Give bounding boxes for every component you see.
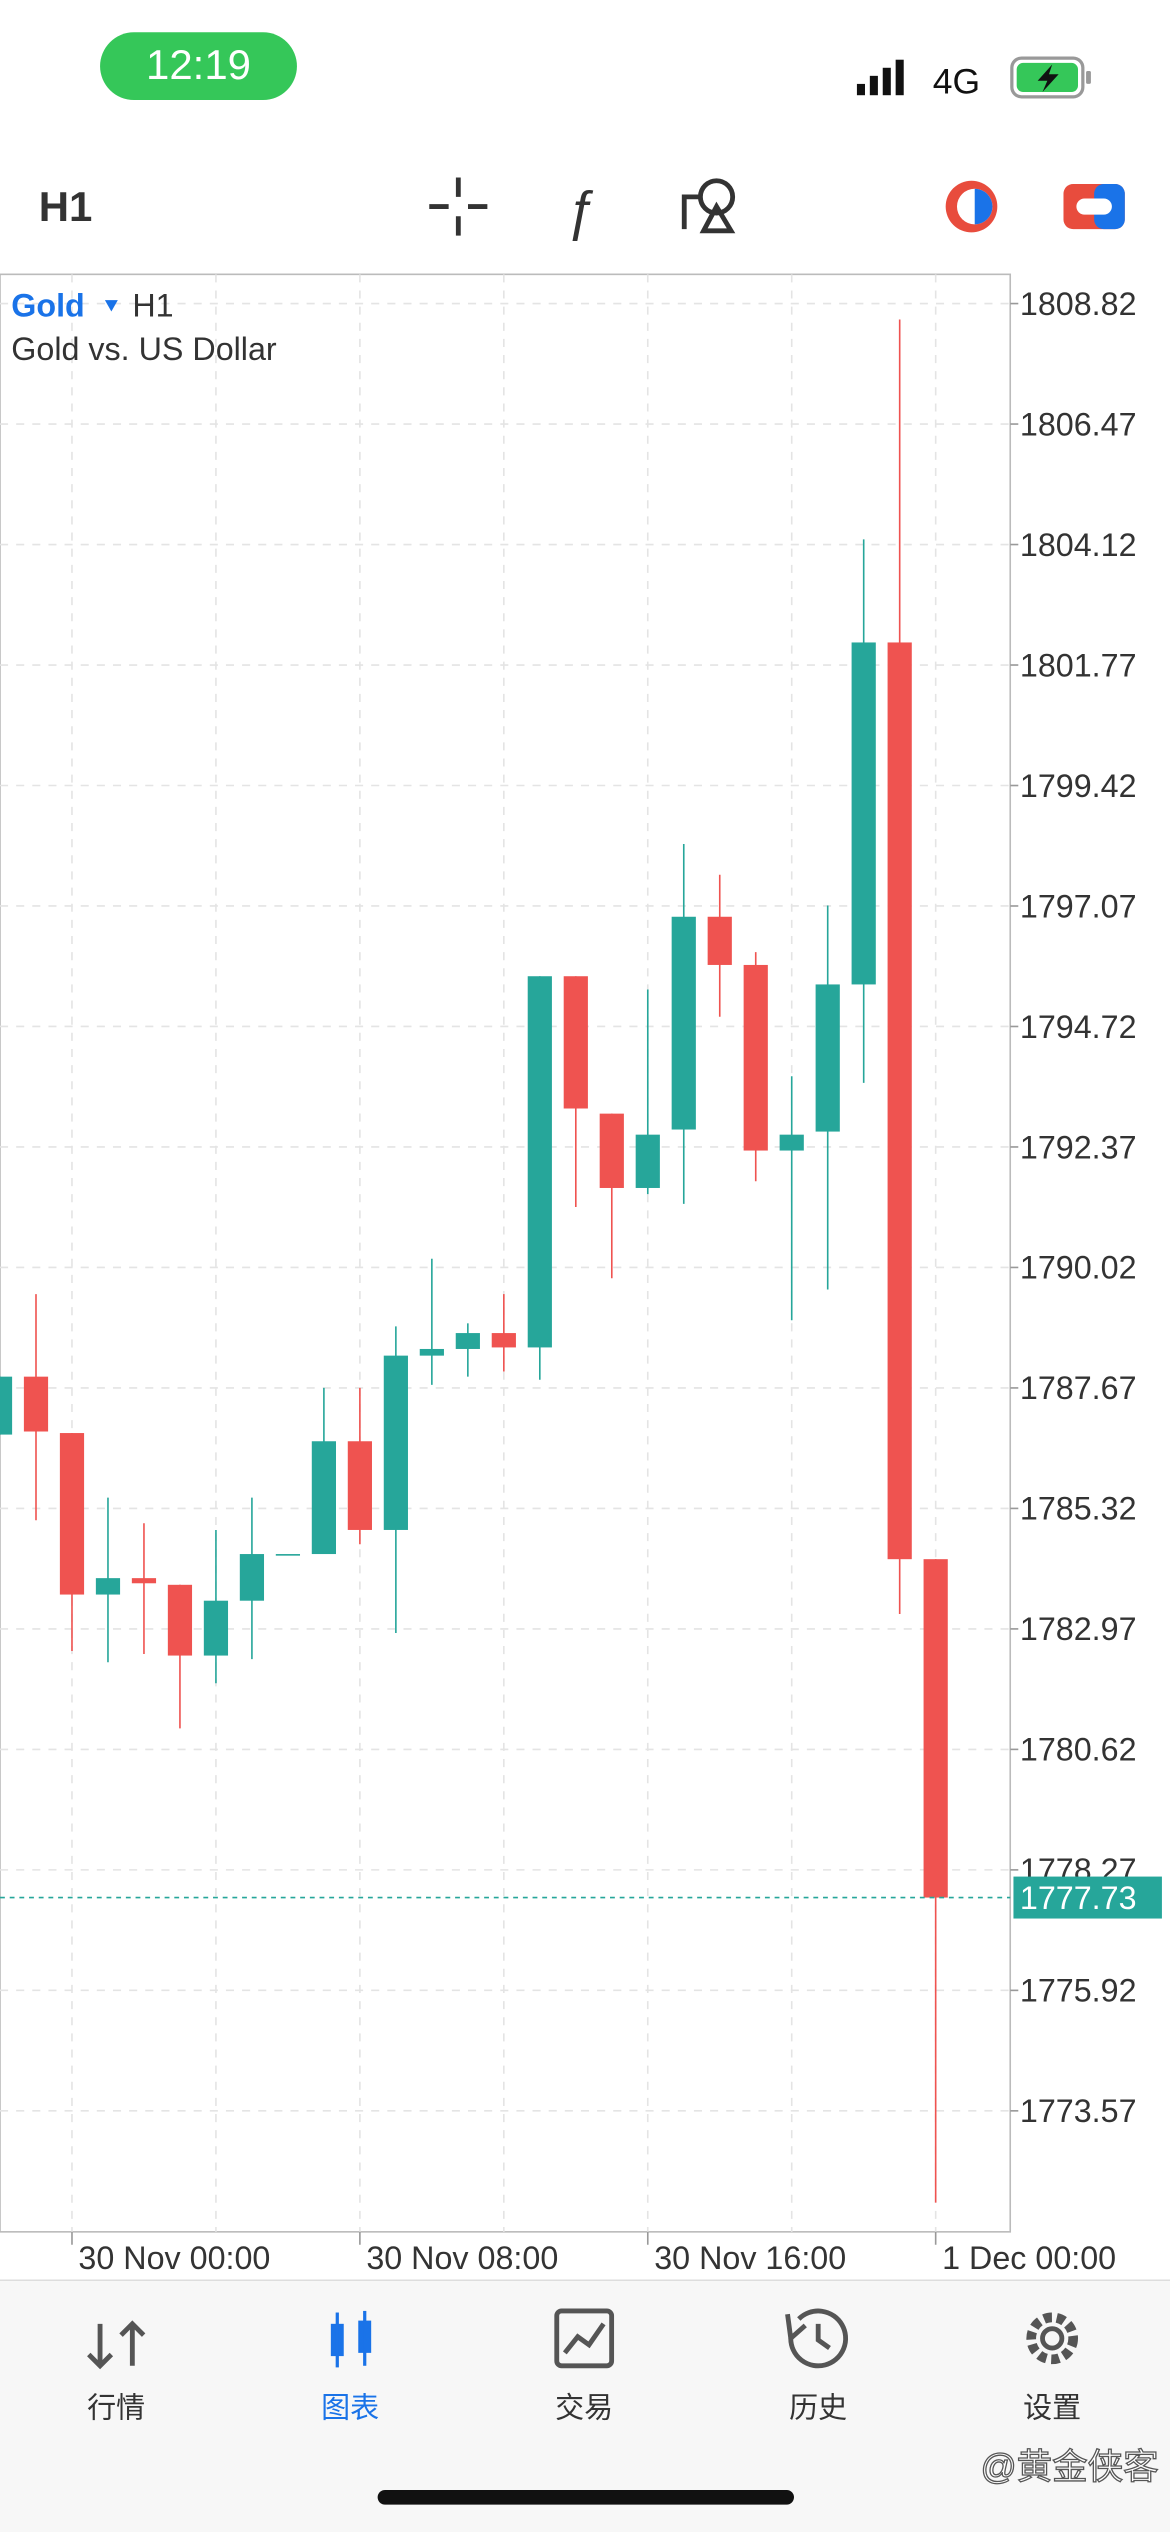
timeframe-button[interactable]: H1 [39, 183, 93, 230]
y-tick-label: 1804.12 [1020, 527, 1137, 563]
body [239, 1554, 265, 1601]
body [0, 1376, 13, 1435]
body [635, 1134, 660, 1188]
body [455, 1333, 480, 1349]
y-tick-label: 1785.32 [1020, 1491, 1137, 1527]
body [815, 984, 840, 1132]
body [203, 1600, 229, 1656]
symbol-dropdown[interactable] [104, 300, 118, 312]
switch-icon[interactable] [1063, 183, 1125, 230]
body [491, 1333, 516, 1348]
body [275, 1554, 301, 1556]
time-pill [100, 32, 297, 101]
plot-frame [0, 273, 1012, 2233]
symbol[interactable]: Gold [11, 287, 84, 323]
body [743, 964, 768, 1151]
quotes-icon[interactable] [87, 2320, 146, 2370]
trade-icon[interactable] [945, 180, 998, 233]
y-tick-label: 1780.62 [1020, 1732, 1137, 1768]
objects-icon[interactable] [681, 178, 736, 234]
body [59, 1433, 85, 1595]
chart-icon[interactable] [330, 2310, 372, 2368]
tab-label[interactable]: 交易 [555, 2391, 613, 2424]
body [167, 1584, 193, 1656]
y-tick-label: 1782.97 [1020, 1611, 1137, 1647]
body [419, 1348, 444, 1356]
y-tick-label: 1801.77 [1020, 647, 1137, 683]
y-tick-label: 1787.67 [1020, 1370, 1137, 1406]
last-price-box [1013, 1876, 1162, 1919]
body [599, 1113, 624, 1188]
crosshair-icon[interactable] [429, 177, 488, 236]
x-tick-label: 30 Nov 00:00 [78, 2240, 270, 2276]
tabs: 行情 图表 交易 历史 设置 [87, 2391, 1081, 2424]
body [383, 1355, 408, 1530]
body [671, 916, 696, 1130]
grid [0, 274, 1011, 2232]
x-tick-label: 30 Nov 08:00 [366, 2240, 558, 2276]
y-tick-label: 1806.47 [1020, 406, 1137, 442]
candles [0, 319, 948, 2203]
y-tick-label: 1808.82 [1020, 286, 1137, 322]
body [131, 1578, 157, 1584]
signal [856, 59, 904, 96]
body [563, 976, 588, 1109]
home-indicator [377, 2490, 794, 2505]
symbol-description: Gold vs. US Dollar [11, 331, 277, 367]
body [23, 1376, 49, 1432]
y-tick-label: 1790.02 [1020, 1250, 1137, 1286]
x-tick-label: 1 Dec 00:00 [942, 2240, 1116, 2276]
status-time: 12:19 [146, 41, 251, 88]
y-tick-label: 1797.07 [1020, 888, 1137, 924]
y-tick-label: 1794.72 [1020, 1009, 1137, 1045]
last-price-label: 1777.73 [1020, 1880, 1137, 1916]
x-tick-label: 30 Nov 16:00 [654, 2240, 846, 2276]
tab-label[interactable]: 设置 [1023, 2392, 1081, 2424]
body [95, 1578, 121, 1595]
symbol-timeframe: H1 [132, 287, 173, 323]
tab-label[interactable]: 行情 [87, 2391, 145, 2424]
y-tick-label: 1792.37 [1020, 1129, 1137, 1165]
settings-icon[interactable] [1026, 2312, 1079, 2365]
indicators-icon[interactable]: ƒ [565, 179, 596, 242]
y-tick-label: 1799.42 [1020, 768, 1137, 804]
body [527, 976, 552, 1348]
tab-label[interactable]: 图表 [321, 2391, 379, 2424]
watermark: @黄金侠客 [981, 2447, 1159, 2487]
battery [1010, 56, 1091, 99]
body [311, 1441, 336, 1555]
tab-label[interactable]: 历史 [789, 2391, 847, 2424]
body [923, 1559, 948, 1898]
network: 4G [933, 62, 980, 102]
body [707, 916, 732, 965]
y-tick-label: 1773.57 [1020, 2093, 1137, 2129]
trade-tab-icon[interactable] [554, 2308, 615, 2369]
body [887, 642, 912, 1560]
axis: 1808.82 1806.47 1804.12 1801.77 1799.42 1797.… [0, 286, 1162, 2276]
history-icon[interactable] [785, 2308, 849, 2369]
body [851, 642, 876, 985]
body [779, 1134, 804, 1151]
body [347, 1441, 372, 1530]
y-tick-label: 1775.92 [1020, 1973, 1137, 2009]
